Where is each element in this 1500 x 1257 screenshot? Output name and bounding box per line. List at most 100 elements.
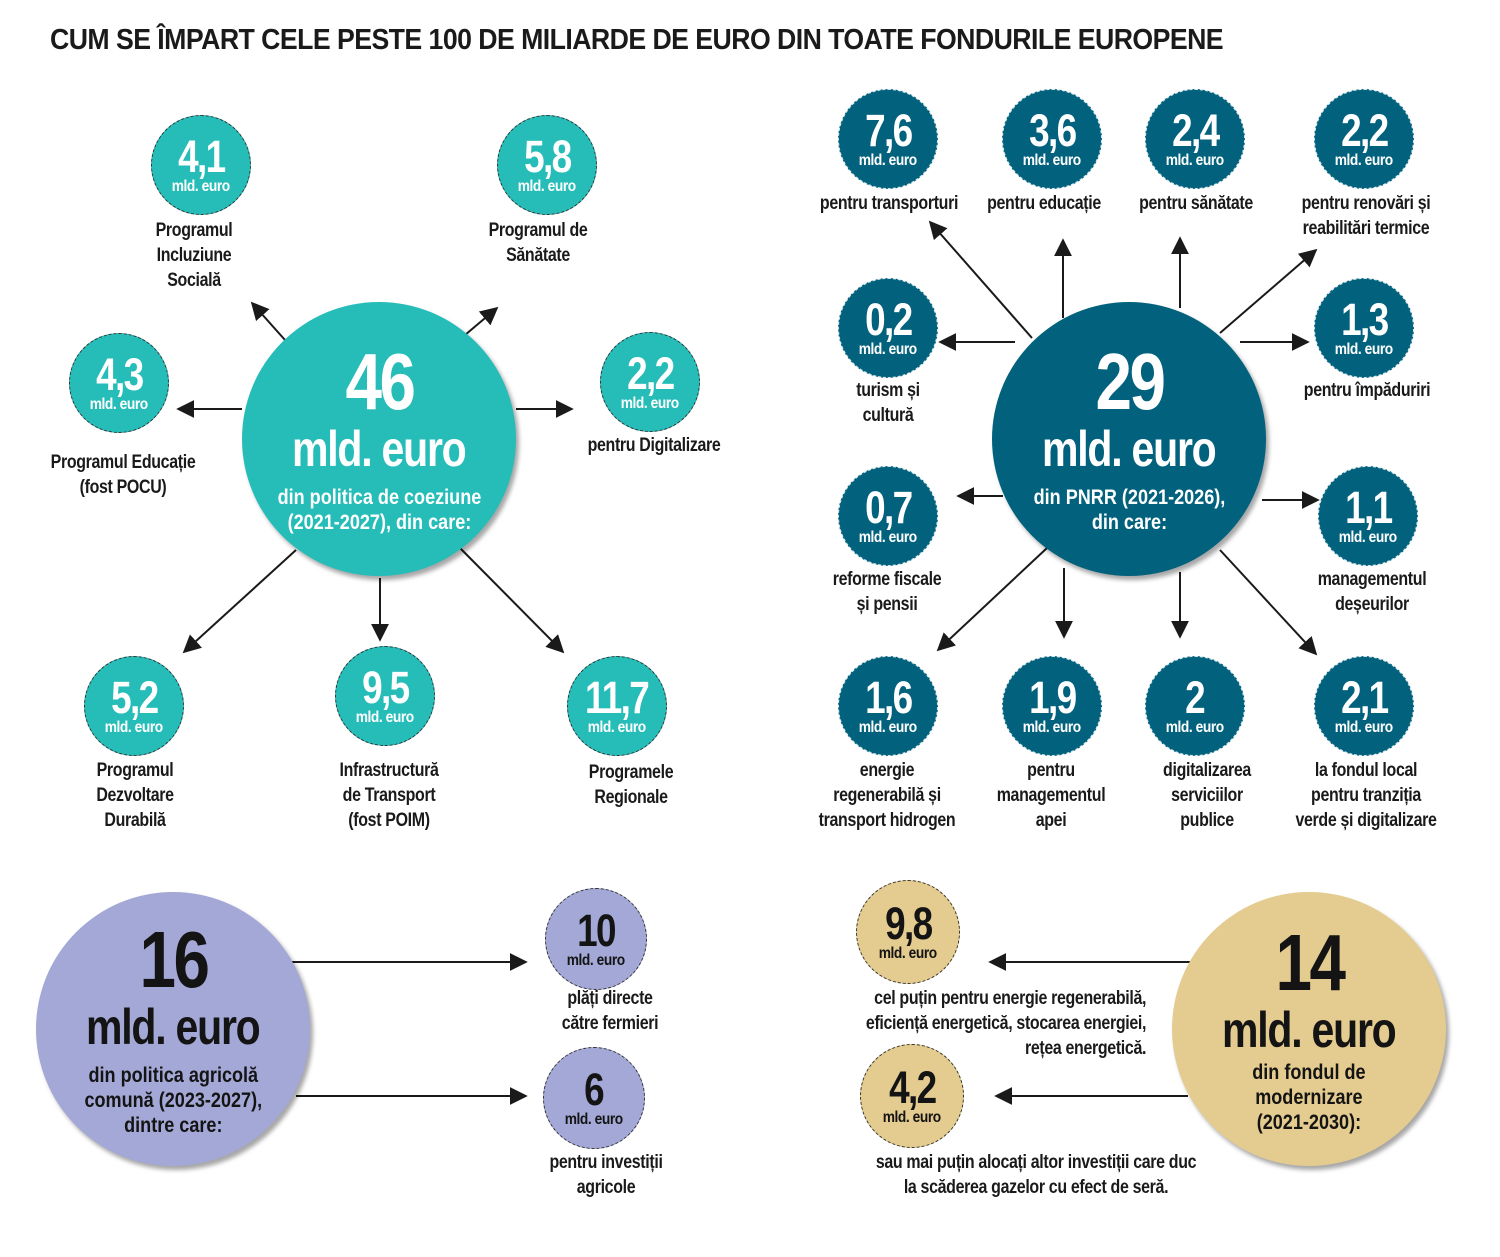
item-label: reforme fiscale și pensii (832, 569, 942, 615)
item-label: sau mai puțin alocați altor investiții c… (875, 1152, 1197, 1198)
item-label: pentru renovări și reabilitări termice (1301, 193, 1431, 239)
item-unit: mld. euro (620, 395, 680, 412)
item-unit: mld. euro (858, 719, 918, 736)
item-value: 4,2 (888, 1062, 937, 1113)
item-value: 5,8 (523, 131, 572, 182)
pnrr-item-circle: 7,6 mld. euro (838, 89, 938, 189)
agri-total-circle: 16 mld. euro din politica agricolă comună… (36, 892, 310, 1166)
arrow (182, 549, 297, 654)
item-label: pentru transporturi (819, 193, 959, 214)
item-label: Programul Incluziune Socială (155, 220, 233, 291)
cohesion-item-circle: 4,3 mld. euro (69, 333, 169, 433)
item-unit: mld. euro (882, 1109, 942, 1126)
item-unit: mld. euro (89, 396, 149, 413)
item-label: pentru investiții agricole (549, 1152, 663, 1198)
item-unit: mld. euro (1022, 152, 1082, 169)
item-unit: mld. euro (1334, 719, 1394, 736)
item-value: 2,2 (626, 348, 675, 399)
item-label: digitalizarea serviciilor publice (1163, 760, 1251, 831)
arrow (464, 306, 499, 336)
item-unit: mld. euro (1165, 152, 1225, 169)
agri-total-value: 16 (138, 914, 210, 1004)
pnrr-item-circle: 0,7 mld. euro (838, 466, 938, 566)
item-unit: mld. euro (1338, 529, 1398, 546)
item-unit: mld. euro (1334, 152, 1394, 169)
item-label: Programul de Sănătate (488, 220, 588, 266)
item-label: cel puțin pentru energie regenerabilă, ef… (865, 988, 1147, 1059)
item-value: 9,5 (361, 662, 410, 713)
item-unit: mld. euro (1022, 719, 1082, 736)
arrow (936, 547, 1048, 652)
cohesion-item-circle: 4,1 mld. euro (151, 115, 251, 215)
item-label: pentru sănătate (1139, 193, 1253, 214)
item-label: turism și cultură (856, 380, 920, 426)
cohesion-total-desc: din politica de coeziune (2021-2027), din… (277, 486, 481, 534)
item-label: Programul Dezvoltare Durabilă (96, 760, 174, 831)
item-value: 0,7 (864, 482, 913, 533)
modern-item-circle: 9,8 mld. euro (856, 880, 960, 984)
arrow (1219, 248, 1318, 334)
pnrr-total-desc: din PNRR (2021-2026), din care: (1033, 486, 1225, 534)
arrow (250, 301, 286, 341)
item-value: 1,9 (1028, 672, 1077, 723)
item-label: la fondul local pentru tranziția verde și … (1295, 760, 1437, 831)
arrow (459, 547, 565, 654)
pnrr-item-circle: 3,6 mld. euro (1002, 89, 1102, 189)
item-label: Programele Regionale (588, 762, 674, 808)
pnrr-item-circle: 0,2 mld. euro (838, 278, 938, 378)
page-title: CUM SE ÎMPART CELE PESTE 100 DE MILIARDE… (50, 24, 1224, 56)
pnrr-item-circle: 1,3 mld. euro (1314, 278, 1414, 378)
item-label: pentru Digitalizare (587, 435, 721, 456)
item-value: 2,1 (1340, 672, 1389, 723)
arrow (1219, 549, 1318, 656)
item-unit: mld. euro (517, 178, 577, 195)
item-unit: mld. euro (858, 341, 918, 358)
item-label: managementul deșeurilor (1317, 569, 1427, 615)
item-value: 6 (584, 1064, 606, 1115)
item-label: pentru împăduriri (1303, 380, 1431, 401)
cohesion-total-value: 46 (344, 337, 416, 426)
pnrr-item-circle: 1,6 mld. euro (838, 656, 938, 756)
modern-total-desc: din fondul de modernizare (2021-2030): (1252, 1060, 1366, 1134)
modern-total-circle: 14 mld. euro din fondul de modernizare (20… (1172, 892, 1446, 1166)
item-unit: mld. euro (587, 719, 647, 736)
modern-item-circle: 4,2 mld. euro (860, 1044, 964, 1148)
item-unit: mld. euro (858, 529, 918, 546)
item-unit: mld. euro (171, 178, 231, 195)
item-value: 10 (577, 905, 616, 956)
item-label: plăți directe către fermieri (561, 988, 659, 1034)
modern-total-value: 14 (1274, 917, 1346, 1007)
item-unit: mld. euro (564, 1111, 624, 1128)
item-unit: mld. euro (355, 709, 415, 726)
pnrr-item-circle: 2,2 mld. euro (1314, 89, 1414, 189)
cohesion-total-unit: mld. euro (292, 421, 467, 477)
arrow (928, 220, 1033, 339)
cohesion-item-circle: 11,7 mld. euro (567, 656, 667, 756)
item-label: Infrastructură de Transport (fost POIM) (339, 760, 439, 831)
item-value: 11,7 (585, 672, 650, 723)
item-label: Programul Educație (fost POCU) (50, 452, 196, 498)
agri-total-desc: din politica agricolă comună (2023-2027),… (84, 1063, 262, 1137)
pnrr-total-circle: 29 mld. euro din PNRR (2021-2026), din ca… (992, 302, 1266, 576)
item-label: pentru managementul apei (996, 760, 1106, 831)
item-label: energie regenerabilă și transport hidrogen (818, 760, 956, 831)
agri-item-circle: 10 mld. euro (545, 888, 647, 990)
item-unit: mld. euro (878, 945, 938, 962)
item-value: 9,8 (884, 898, 933, 949)
item-value: 1,3 (1340, 294, 1389, 345)
cohesion-item-circle: 5,2 mld. euro (84, 656, 184, 756)
item-unit: mld. euro (566, 952, 626, 969)
item-value: 2,2 (1340, 105, 1389, 156)
pnrr-item-circle: 2,1 mld. euro (1314, 656, 1414, 756)
cohesion-item-circle: 9,5 mld. euro (335, 646, 435, 746)
agri-total-unit: mld. euro (86, 998, 261, 1055)
item-value: 4,1 (177, 131, 226, 182)
pnrr-item-circle: 2,4 mld. euro (1145, 89, 1245, 189)
pnrr-item-circle: 1,1 mld. euro (1318, 466, 1418, 566)
item-value: 0,2 (864, 294, 913, 345)
item-value: 7,6 (864, 105, 913, 156)
cohesion-item-circle: 5,8 mld. euro (497, 115, 597, 215)
item-value: 5,2 (110, 672, 159, 723)
item-value: 2 (1185, 672, 1207, 723)
